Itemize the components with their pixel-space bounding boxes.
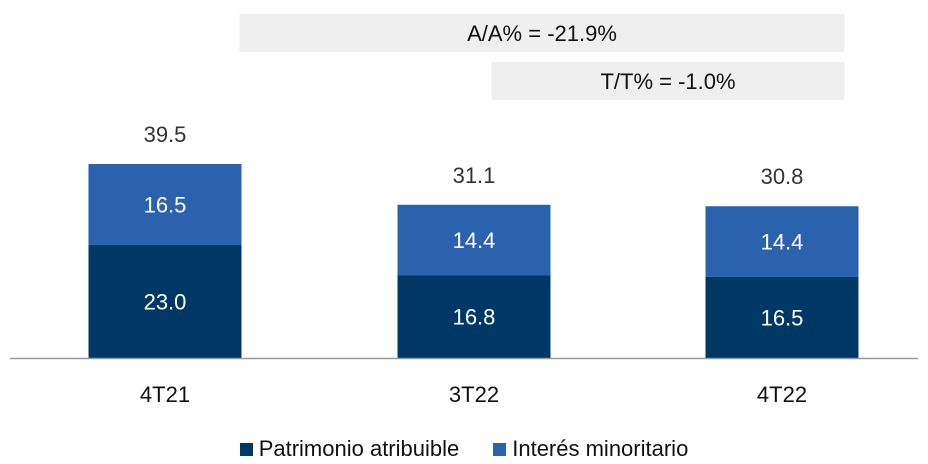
annotation-label: T/T% = -1.0%	[600, 69, 735, 94]
total-value-label: 39.5	[144, 122, 187, 147]
total-value-label: 30.8	[761, 164, 804, 189]
legend-swatch	[239, 442, 253, 456]
annotation-label: A/A% = -21.9%	[467, 21, 617, 46]
segment-value-label: 16.8	[453, 305, 496, 330]
segment-value-label: 14.4	[453, 228, 496, 253]
bar-segment	[705, 276, 859, 358]
bar-segment	[397, 275, 551, 358]
annotation-band	[491, 62, 845, 100]
bar-segment	[705, 206, 859, 277]
x-tick-label: 4T21	[140, 382, 190, 407]
total-value-label: 31.1	[453, 163, 496, 188]
segment-value-label: 16.5	[761, 305, 804, 330]
x-tick-label: 4T22	[757, 382, 807, 407]
bar-segment	[88, 164, 242, 246]
segment-value-label: 16.5	[144, 193, 187, 218]
legend-item: Interés minoritario	[493, 436, 688, 462]
bar-segment	[397, 204, 551, 276]
legend-label: Patrimonio atribuible	[258, 436, 460, 461]
bar-segment	[88, 245, 242, 358]
x-tick-label: 3T22	[449, 382, 499, 407]
legend-item: Patrimonio atribuible	[239, 436, 460, 462]
legend-swatch	[493, 442, 507, 456]
legend: Patrimonio atribuible Interés minoritario	[0, 436, 928, 462]
segment-value-label: 14.4	[761, 230, 804, 255]
segment-value-label: 23.0	[144, 290, 187, 315]
legend-label: Interés minoritario	[512, 436, 689, 461]
stacked-bar-chart: A/A% = -21.9% T/T% = -1.0% 23.0 16.5 39.5 4T2…	[10, 14, 918, 407]
annotation-band	[239, 14, 845, 52]
